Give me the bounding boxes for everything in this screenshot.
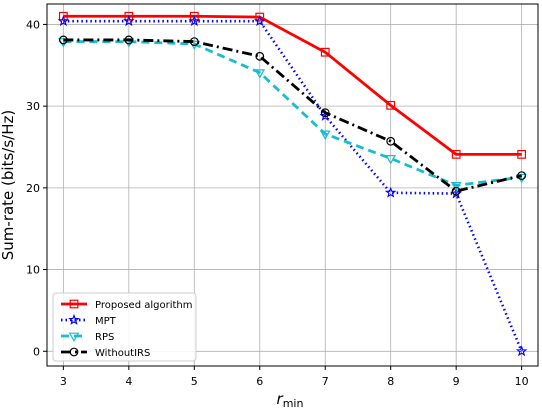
- x-axis-label-subscript: min: [283, 397, 304, 408]
- legend-label: RPS: [95, 332, 114, 343]
- data-point: [451, 149, 461, 159]
- y-tick-label: 20: [26, 182, 40, 195]
- legend-label: Proposed algorithm: [95, 300, 192, 311]
- plot-frame: [46, 3, 539, 367]
- data-point: [69, 299, 79, 309]
- data-point: [517, 149, 527, 159]
- x-tick-label: 9: [453, 375, 460, 388]
- data-point: [188, 15, 201, 27]
- data-point: [189, 37, 199, 46]
- data-point: [69, 347, 79, 357]
- grid: [47, 4, 538, 366]
- data-point: [320, 47, 330, 57]
- y-tick-label: 30: [26, 100, 40, 113]
- data-point: [450, 182, 462, 192]
- data-point: [320, 108, 330, 118]
- legend-box: [52, 292, 197, 362]
- legend-item: Proposed algorithm: [61, 299, 192, 311]
- x-tick-label: 3: [60, 375, 67, 388]
- series-layer: [57, 11, 528, 357]
- legend: Proposed algorithm MPT RPS WithoutIRS: [52, 292, 197, 362]
- legend-item: RPS: [61, 332, 114, 343]
- data-point: [451, 186, 461, 196]
- x-tick-label: 10: [515, 375, 529, 388]
- data-point: [68, 332, 80, 343]
- legend-item: WithoutIRS: [61, 347, 150, 359]
- x-axis-label-main: r: [277, 390, 284, 408]
- data-point: [57, 15, 70, 27]
- x-axis-label: rmin: [277, 390, 304, 408]
- data-point: [124, 35, 134, 45]
- x-tick-label: 5: [191, 375, 198, 388]
- y-tick-label: 0: [33, 345, 40, 358]
- x-tick-label: 8: [387, 375, 394, 388]
- y-tick-label: 40: [26, 18, 40, 31]
- series-withoutirs: [58, 35, 527, 196]
- data-point: [255, 12, 265, 22]
- series-line: [63, 38, 522, 193]
- data-point: [384, 186, 397, 198]
- legend-label: MPT: [95, 316, 117, 327]
- data-point: [253, 15, 266, 27]
- data-point: [58, 11, 68, 21]
- y-tick-label: 10: [26, 264, 40, 277]
- data-point: [515, 345, 528, 357]
- ticks: 3 4 5 6 7 8 9 10 0 10 20 30 40: [26, 18, 529, 388]
- data-point: [123, 15, 135, 27]
- data-point: [386, 100, 396, 110]
- data-point: [124, 11, 134, 21]
- data-point: [254, 69, 266, 79]
- x-tick-label: 7: [322, 375, 329, 388]
- y-axis-label: Sum-rate (bits/s/Hz): [0, 110, 17, 260]
- x-tick-label: 6: [256, 375, 263, 388]
- legend-label: WithoutIRS: [95, 348, 150, 359]
- data-point: [255, 51, 265, 61]
- data-point: [58, 35, 68, 45]
- x-tick-label: 4: [125, 375, 132, 388]
- series-line: [63, 40, 522, 187]
- data-point: [319, 130, 331, 140]
- data-point: [385, 155, 397, 165]
- series-proposed-algorithm: [58, 11, 527, 159]
- series-line: [63, 14, 522, 156]
- data-point: [517, 171, 527, 181]
- legend-item: MPT: [61, 313, 117, 327]
- data-point: [386, 136, 396, 146]
- data-point: [68, 313, 80, 325]
